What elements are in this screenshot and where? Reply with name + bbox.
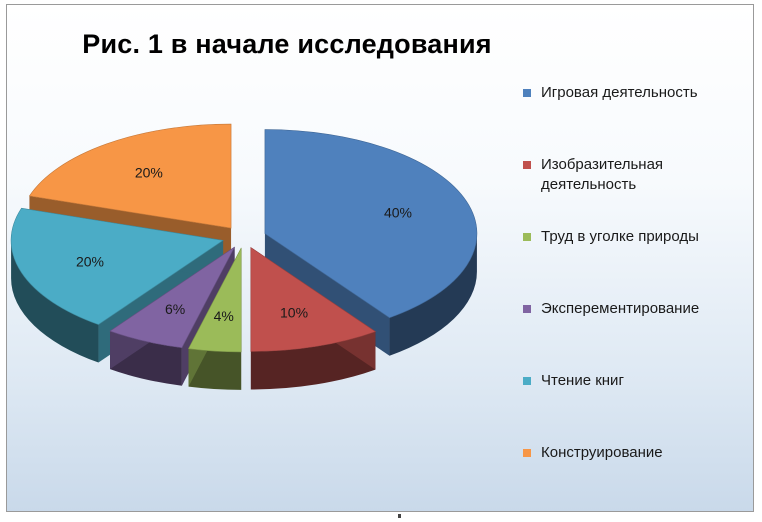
slice-4-чтение <box>10 207 224 325</box>
legend-label-2: Труд в уголке природы <box>541 228 699 245</box>
legend-swatch-4 <box>523 377 531 385</box>
slice-1-изобразительная <box>250 246 377 352</box>
pie-labels: 40% 10% 4% 6% 20% 20% <box>76 165 412 324</box>
chart-title: Рис. 1 в начале исследования <box>82 29 492 59</box>
slice-4-outer-wall <box>11 240 99 363</box>
slice-1-value-label: 10% <box>280 305 308 321</box>
cursor-mark <box>398 514 401 518</box>
slice-3-value-label: 6% <box>165 301 185 317</box>
slice-5-value-label: 20% <box>135 165 163 181</box>
slice-5-конструирование <box>28 123 232 229</box>
legend-label-0: Игровая деятельность <box>541 84 698 101</box>
slice-0-value-label: 40% <box>384 204 412 220</box>
pie-tops <box>10 123 478 353</box>
legend-swatch-1 <box>523 161 531 169</box>
chart-area: Рис. 1 в начале исследования 40% 10% 4% 6% 2… <box>6 4 754 512</box>
legend-item-5: Конструирование <box>523 443 731 463</box>
legend-label-1: Изобразительная деятельность <box>541 156 664 193</box>
legend-item-0: Игровая деятельность <box>523 83 731 103</box>
slice-0-outer-wall <box>389 233 477 356</box>
slice-0-игровая <box>264 129 478 319</box>
legend-swatch-5 <box>523 449 531 457</box>
slice-2-value-label: 4% <box>214 308 234 324</box>
slice-2-труд <box>188 247 242 353</box>
legend-swatch-2 <box>523 233 531 241</box>
legend-swatch-0 <box>523 89 531 97</box>
pie-chart: 40% 10% 4% 6% 20% 20% <box>10 123 478 390</box>
legend-item-2: Труд в уголке природы <box>523 227 731 247</box>
legend-swatch-3 <box>523 305 531 313</box>
legend-item-1: Изобразительная деятельность <box>523 155 681 195</box>
legend: Игровая деятельность Изобразительная дея… <box>523 5 753 505</box>
legend-label-5: Конструирование <box>541 444 663 461</box>
slice-3-эксперементирование <box>109 246 235 349</box>
legend-label-3: Эксперементирование <box>541 300 700 317</box>
legend-item-3: Эксперементирование <box>523 299 731 319</box>
legend-item-4: Чтение книг <box>523 371 731 391</box>
legend-label-4: Чтение книг <box>541 372 624 389</box>
slice-4-value-label: 20% <box>76 254 104 270</box>
